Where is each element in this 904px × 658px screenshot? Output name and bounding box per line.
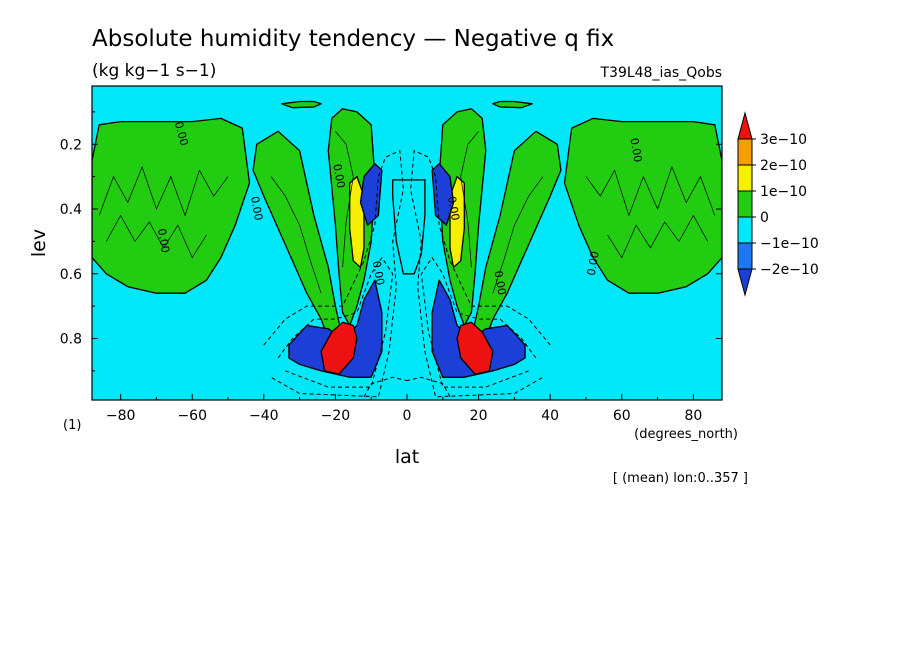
colorbar-segment-2 <box>737 164 753 192</box>
contour-label-1: 0.00 <box>155 228 172 254</box>
colorbar-label-4: −1e−10 <box>760 236 819 252</box>
negative-contour-2-south <box>363 376 408 398</box>
colorbar-bottom-triangle <box>737 268 753 297</box>
colorbar-label-1: 2e−10 <box>760 158 807 174</box>
colorbar-label-5: −2e−10 <box>760 262 819 278</box>
x-tick-label-7: 60 <box>613 408 631 424</box>
positive-contour-1-south <box>105 214 207 259</box>
x-tick-label-4: 0 <box>403 408 412 424</box>
contour-label-8: 0.00 <box>491 270 508 296</box>
positive-contour-2-north <box>492 176 544 294</box>
colorbar-label-3: 0 <box>760 210 769 226</box>
region-red-0-north <box>456 321 494 375</box>
contour-label-4: 0.00 <box>445 195 462 221</box>
positive-contour-0-north <box>585 165 716 217</box>
x-axis: −80 −60 −40 −20 0 20 40 60 80 <box>106 394 702 424</box>
negative-contour-0-south <box>277 256 394 388</box>
y-tick-label-3: 0.8 <box>60 331 82 347</box>
run-label: T39L48_ias_Qobs <box>599 65 722 81</box>
x-units-label: (degrees_north) <box>634 427 738 442</box>
region-green-3-north <box>492 100 533 109</box>
contour-labels: 0.00 0.00 0.00 0.00 0.00 0.00 0.00 0.00 0.00 <box>155 120 645 296</box>
x-tick-label-0: −80 <box>106 408 136 424</box>
chart-title: Absolute humidity tendency — Negative q … <box>92 26 614 52</box>
contour-label-5: 0.00 <box>370 260 387 286</box>
region-green-0-north <box>563 117 722 294</box>
colorbar-top-triangle <box>737 111 753 140</box>
x-axis-label: lat <box>395 446 419 468</box>
y-units-label: (1) <box>63 418 81 433</box>
region-dark-blue-1-north <box>431 163 455 226</box>
positive-contour-3-south <box>335 131 354 268</box>
colorbar: 3e−10 2e−10 1e−10 0 −1e−10 −2e−10 <box>737 111 819 297</box>
positive-contour-2-south <box>270 176 322 294</box>
x-tick-label-5: 20 <box>470 408 488 424</box>
y-tick-label-0: 0.2 <box>60 137 82 153</box>
region-light-blue-0-south <box>392 179 426 275</box>
positive-contour-1-north <box>607 214 709 259</box>
y-tick-label-2: 0.6 <box>60 267 82 283</box>
y-axis-label: lev <box>28 229 50 257</box>
region-green-0-south <box>92 117 251 294</box>
x-tick-label-8: 80 <box>684 408 702 424</box>
units-label: (kg kg−1 s−1) <box>92 61 216 81</box>
y-axis: 0.2 0.4 0.6 0.8 <box>60 111 722 372</box>
colorbar-segment-1 <box>737 138 753 166</box>
contour-label-3: 0.00 <box>330 163 347 189</box>
negative-contour-2-north <box>406 376 451 398</box>
region-red-0-south <box>320 321 358 375</box>
colorbar-segment-5 <box>737 242 753 270</box>
contour-regions <box>92 100 722 378</box>
region-dark-blue-1-south <box>359 163 383 226</box>
plot-area: 0.00 0.00 0.00 0.00 0.00 0.00 0.00 0.00 0.00 <box>92 86 722 400</box>
positive-contour-3-north <box>460 131 479 268</box>
x-tick-label-6: 40 <box>541 408 559 424</box>
annotation: [ (mean) lon:0..357 ] <box>613 471 748 486</box>
negative-contour-0-north <box>420 256 537 388</box>
negative-contour-1-north <box>410 149 551 398</box>
colorbar-label-0: 3e−10 <box>760 132 807 148</box>
colorbar-segment-3 <box>737 190 753 218</box>
x-tick-label-2: −40 <box>249 408 279 424</box>
negative-contours <box>263 149 551 398</box>
colorbar-label-2: 1e−10 <box>760 184 807 200</box>
positive-contours <box>98 131 716 294</box>
region-green-3-south <box>281 100 322 109</box>
positive-contour-0-south <box>98 165 229 217</box>
colorbar-segment-4 <box>737 216 753 244</box>
x-tick-label-3: −20 <box>321 408 351 424</box>
x-tick-label-1: −60 <box>177 408 207 424</box>
contour-label-0: 0.00 <box>172 120 191 147</box>
contour-label-2: 0.00 <box>248 195 265 221</box>
y-tick-label-1: 0.4 <box>60 202 82 218</box>
contour-label-6: 0.00 <box>585 250 602 276</box>
negative-contour-1-south <box>263 149 404 398</box>
contour-label-7: 0.00 <box>627 137 644 163</box>
